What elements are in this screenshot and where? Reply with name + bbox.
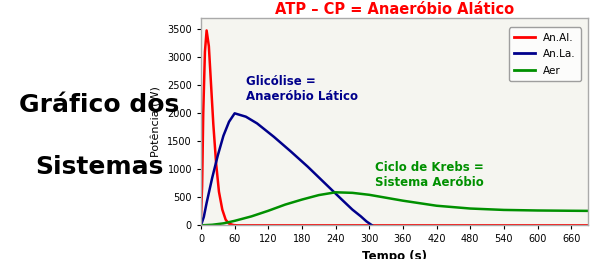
Legend: An.Al., An.La., Aer: An.Al., An.La., Aer [509, 27, 581, 81]
X-axis label: Tempo (s): Tempo (s) [362, 250, 427, 259]
Text: Ciclo de Krebs =
Sistema Aeróbio: Ciclo de Krebs = Sistema Aeróbio [375, 161, 484, 189]
Title: ATP – CP = Anaeróbio Alático: ATP – CP = Anaeróbio Alático [275, 2, 514, 17]
Text: Gráfico dos: Gráfico dos [19, 92, 179, 117]
Text: Sistemas: Sistemas [35, 155, 163, 179]
Text: Glicólise =
Anaeróbio Lático: Glicólise = Anaeróbio Lático [246, 75, 358, 103]
Y-axis label: Potência (W): Potência (W) [152, 86, 161, 157]
